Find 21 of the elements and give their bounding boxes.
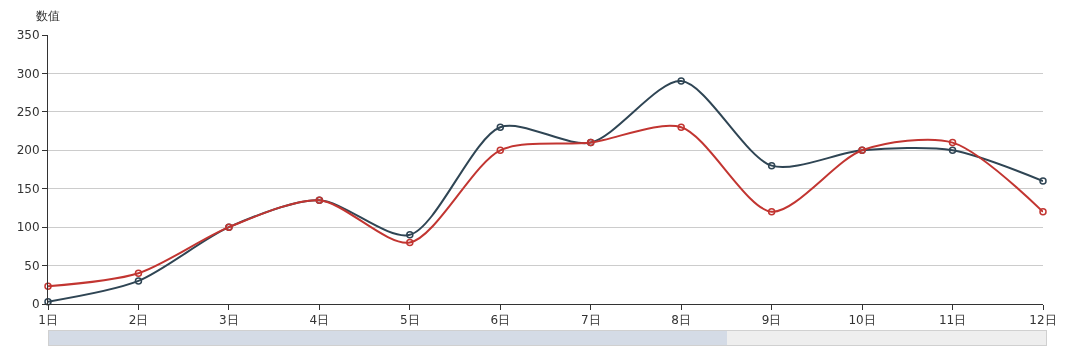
x-tick-label: 11日 xyxy=(938,313,967,328)
x-tick-label: 6日 xyxy=(490,313,511,328)
y-tick-label: 100 xyxy=(16,220,40,235)
x-tick-label: 3日 xyxy=(219,313,239,328)
x-tick-label: 12日 xyxy=(1029,313,1057,328)
x-tick-label: 7日 xyxy=(580,313,601,328)
y-axis-title: 数值 xyxy=(36,9,60,23)
y-tick-label: 0 xyxy=(31,297,40,312)
x-tick-label: 2日 xyxy=(128,313,149,328)
y-tick-label: 200 xyxy=(16,143,40,158)
y-tick-label: 150 xyxy=(16,181,40,196)
x-tick-label: 4日 xyxy=(309,313,330,328)
x-tick-label: 5日 xyxy=(400,313,420,328)
x-tick-label: 8日 xyxy=(671,313,691,328)
y-tick-label: 350 xyxy=(16,28,40,43)
y-tick-label: 250 xyxy=(16,105,40,120)
x-tick-label: 9日 xyxy=(761,313,782,328)
y-tick-label: 300 xyxy=(16,66,40,81)
x-tick-label: 10日 xyxy=(848,313,876,328)
x-tick-label: 1日 xyxy=(38,313,58,328)
y-tick-label: 50 xyxy=(24,258,40,273)
